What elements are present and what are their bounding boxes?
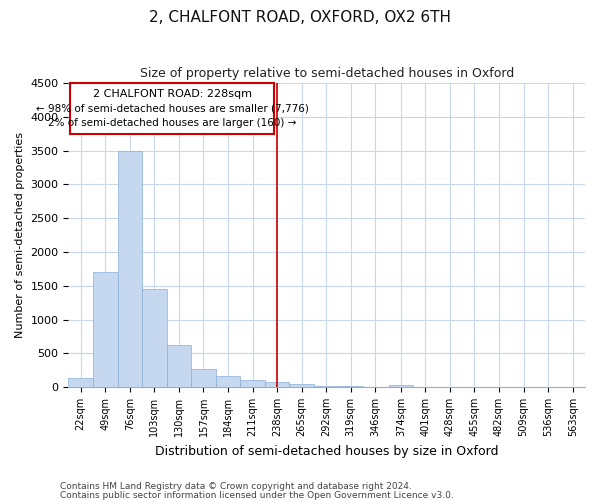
Bar xyxy=(389,385,413,387)
Text: 2% of semi-detached houses are larger (160) →: 2% of semi-detached houses are larger (1… xyxy=(48,118,296,128)
Text: Contains HM Land Registry data © Crown copyright and database right 2024.: Contains HM Land Registry data © Crown c… xyxy=(60,482,412,491)
Text: Contains public sector information licensed under the Open Government Licence v3: Contains public sector information licen… xyxy=(60,490,454,500)
Bar xyxy=(265,382,289,387)
Bar xyxy=(191,369,216,387)
Bar xyxy=(314,386,338,387)
Bar xyxy=(167,345,191,387)
Text: 2, CHALFONT ROAD, OXFORD, OX2 6TH: 2, CHALFONT ROAD, OXFORD, OX2 6TH xyxy=(149,10,451,25)
Bar xyxy=(338,386,363,387)
Bar xyxy=(118,150,142,387)
X-axis label: Distribution of semi-detached houses by size in Oxford: Distribution of semi-detached houses by … xyxy=(155,444,499,458)
Bar xyxy=(289,384,314,387)
Title: Size of property relative to semi-detached houses in Oxford: Size of property relative to semi-detach… xyxy=(140,68,514,80)
Y-axis label: Number of semi-detached properties: Number of semi-detached properties xyxy=(15,132,25,338)
Bar xyxy=(93,272,118,387)
FancyBboxPatch shape xyxy=(70,83,274,134)
Bar xyxy=(216,376,240,387)
Bar xyxy=(142,289,167,387)
Text: ← 98% of semi-detached houses are smaller (7,776): ← 98% of semi-detached houses are smalle… xyxy=(36,104,309,114)
Bar xyxy=(68,378,93,387)
Text: 2 CHALFONT ROAD: 228sqm: 2 CHALFONT ROAD: 228sqm xyxy=(93,89,252,99)
Bar xyxy=(240,380,265,387)
